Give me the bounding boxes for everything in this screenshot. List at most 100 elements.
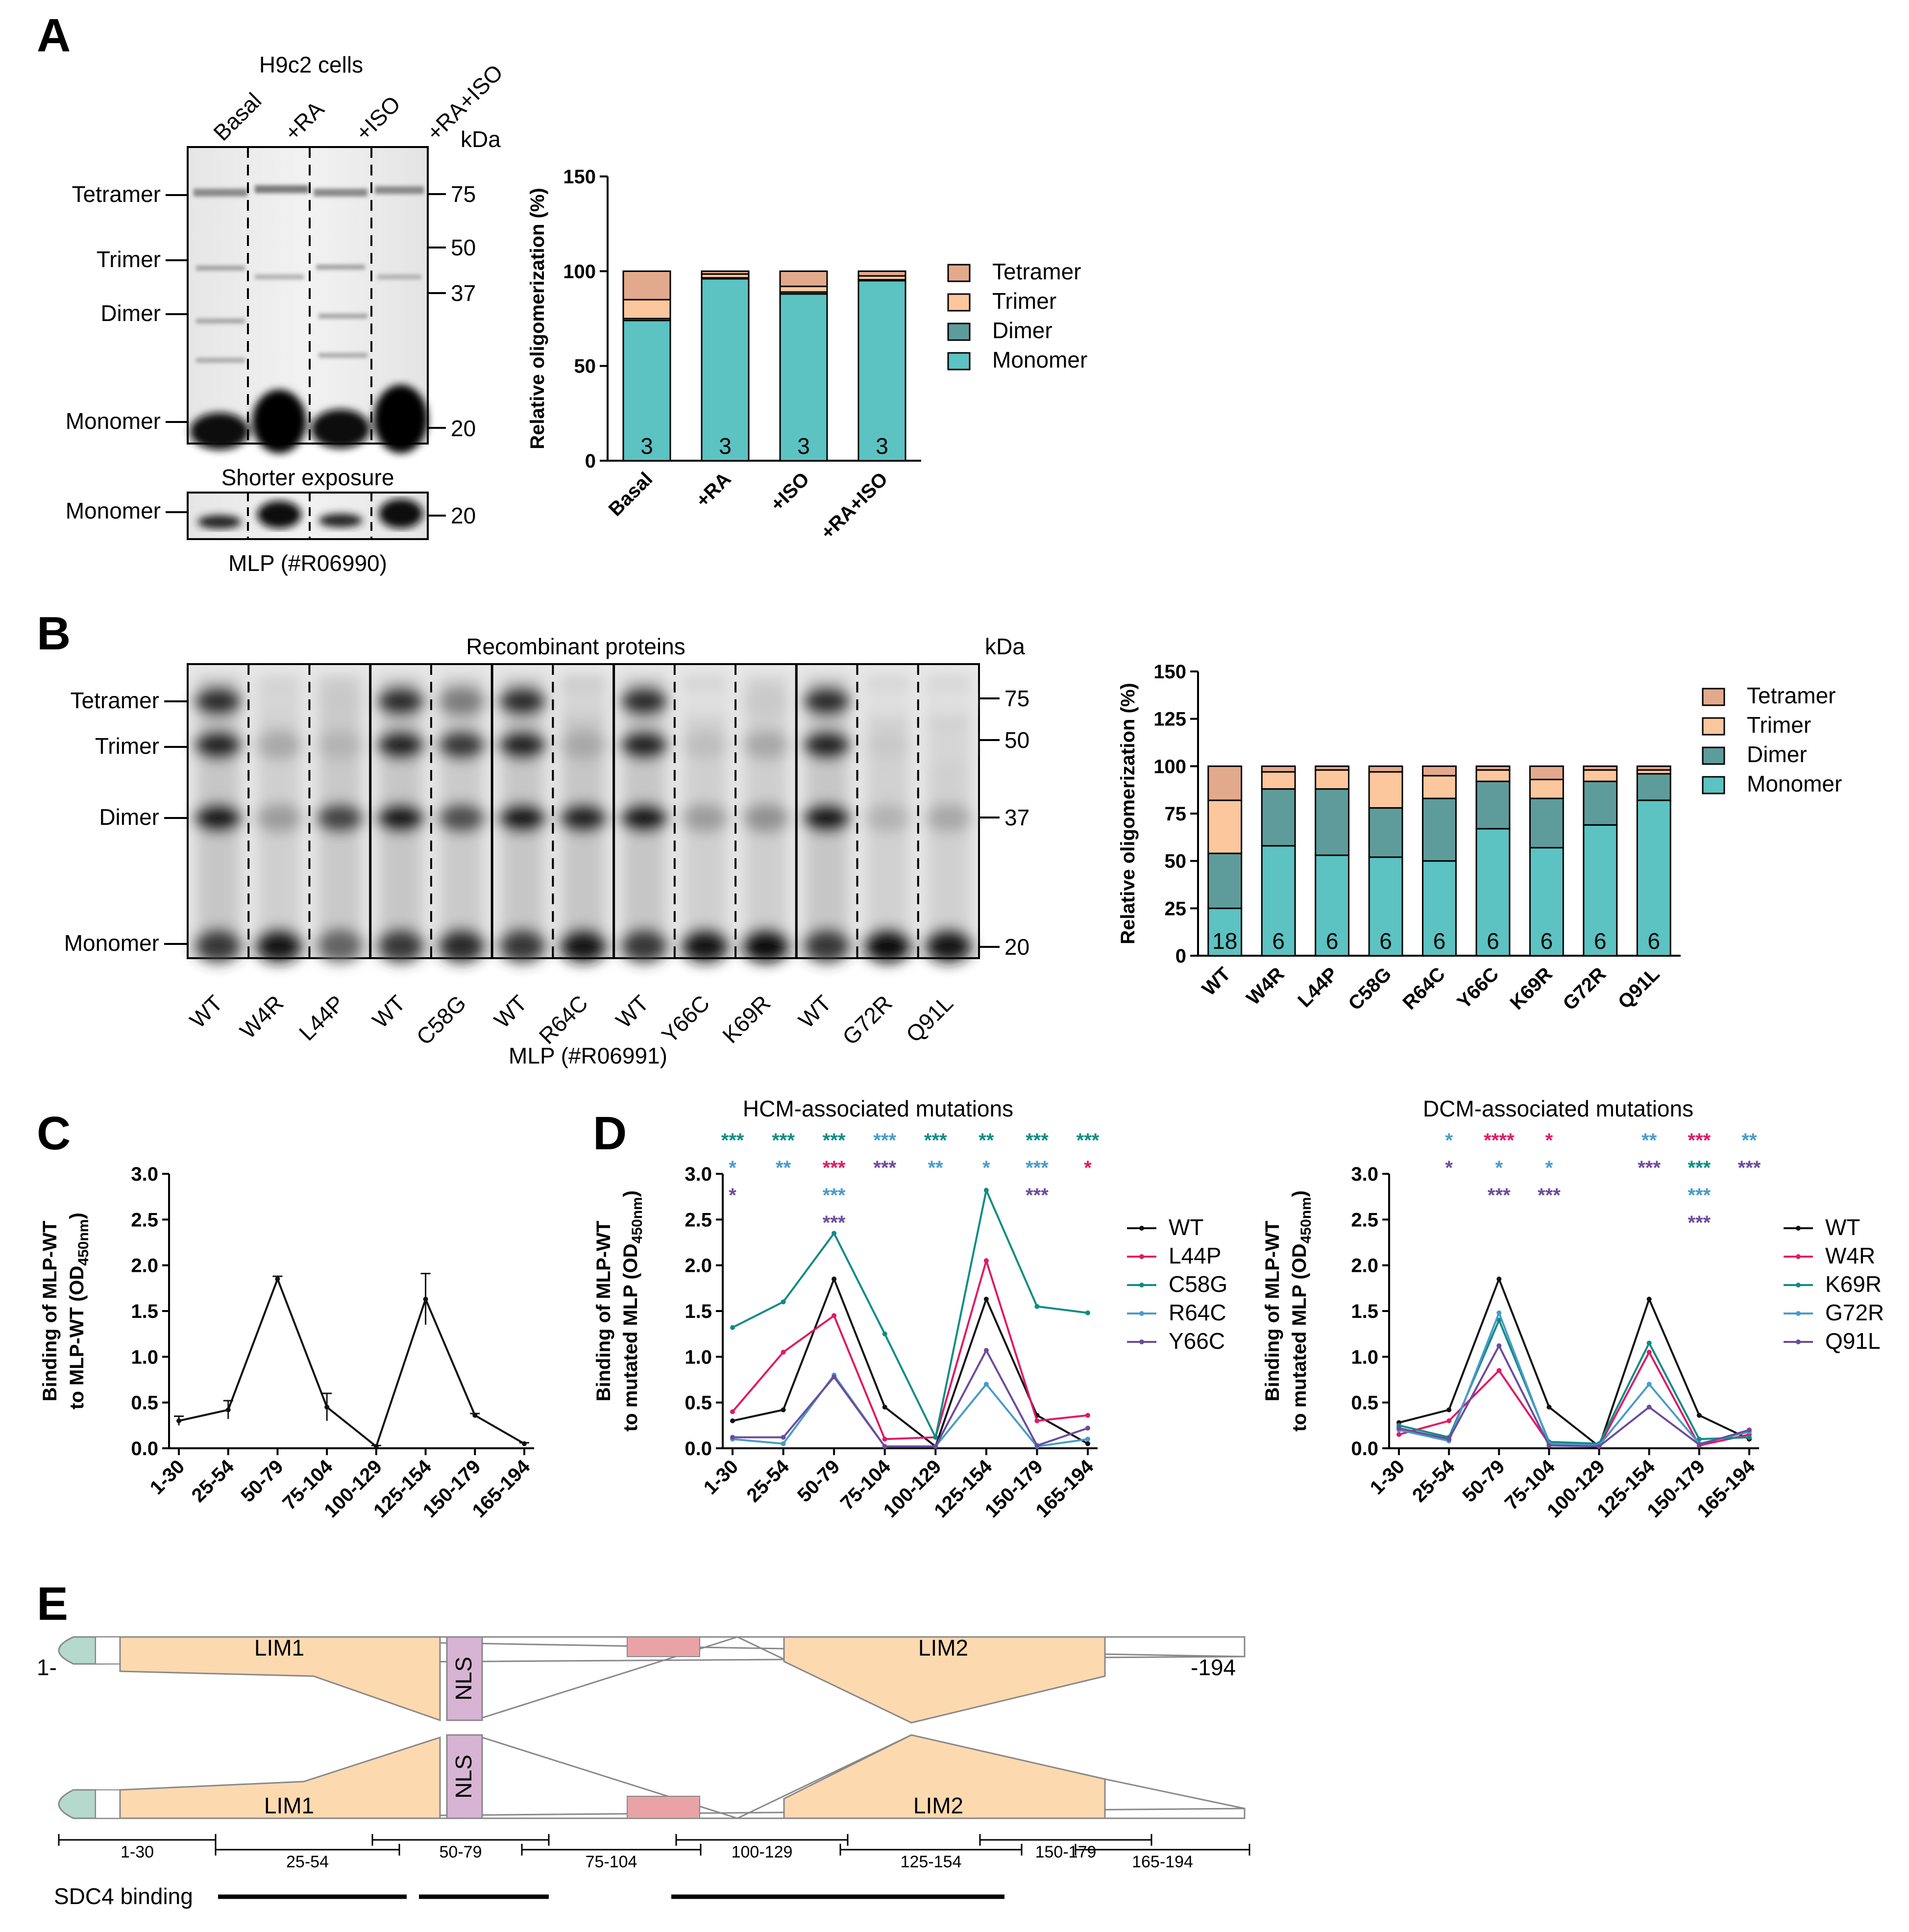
panel-b-lane-label: WT	[611, 990, 653, 1033]
bar-segment-monomer	[1261, 845, 1296, 957]
legend-marker-c58g	[1139, 1283, 1144, 1288]
bar-segment-tetramer	[1261, 765, 1296, 773]
significance-mark: *	[1545, 1157, 1553, 1179]
panel-a-monomer-bands	[190, 385, 428, 453]
panel-b-marker-75: 75	[1004, 686, 1029, 711]
y-tick-label: 2.5	[131, 1209, 158, 1231]
data-point-y66c	[781, 1435, 786, 1440]
bar-segment-monomer	[1529, 847, 1564, 957]
band	[804, 688, 850, 715]
band	[864, 731, 911, 759]
panel-a-antibody: MLP (#R06990)	[228, 550, 387, 576]
bar-segment-dimer	[1261, 788, 1296, 847]
bar-segment-monomer	[1422, 860, 1457, 957]
x-tick-label: R64C	[1398, 963, 1449, 1014]
significance-mark: *	[1545, 1130, 1553, 1151]
band	[438, 688, 485, 715]
bar-segment-trimer	[1529, 778, 1564, 799]
red-region-bottom	[627, 1796, 700, 1819]
y-tick-label: 3.0	[1351, 1164, 1378, 1185]
panel-b-lane-label: Y66C	[657, 990, 714, 1048]
n-terminal-cap-bottom	[58, 1789, 97, 1819]
x-tick-label: L44P	[1294, 963, 1342, 1012]
series-line-wt	[732, 1276, 1088, 1448]
data-point-l44p	[1085, 1412, 1090, 1418]
panel-a-lane-basal: Basal	[208, 88, 266, 146]
significance-mark: ***	[1538, 1185, 1561, 1206]
data-point-k69r	[1747, 1435, 1752, 1440]
peptide-label: 1-30	[121, 1843, 154, 1861]
series-line-l44p	[732, 1257, 1088, 1440]
significance-mark: *	[1084, 1157, 1092, 1179]
lim1-label-bottom: LIM1	[264, 1793, 314, 1818]
y-tick-label: 0.0	[131, 1438, 158, 1460]
legend-marker-wt	[1139, 1226, 1144, 1231]
band	[195, 688, 242, 715]
band	[804, 929, 850, 963]
bar-segment-tetramer	[1583, 765, 1618, 771]
bar-segment-monomer	[857, 280, 906, 462]
panel-a-cells-title: H9c2 cells	[259, 52, 363, 77]
data-point-l44p	[882, 1437, 887, 1442]
band	[499, 929, 546, 963]
band	[377, 804, 424, 832]
panel-a-short-monomer-label: Monomer	[66, 498, 161, 523]
legend-label-r64c: R64C	[1169, 1300, 1226, 1325]
legend-label-l44p: L44P	[1169, 1243, 1221, 1268]
y-tick-label: 1.0	[1351, 1346, 1378, 1368]
n-label: 6	[1433, 928, 1446, 954]
y-tick-label: 3.0	[685, 1164, 712, 1185]
data-point-q91l	[1446, 1437, 1452, 1442]
panel-b-label-tetramer: Tetramer	[71, 688, 159, 713]
panel-a-marker-50: 50	[451, 235, 476, 260]
lim1-domain-bottom	[119, 1736, 441, 1819]
bar-segment-trimer	[1368, 771, 1403, 809]
significance-mark: **	[928, 1157, 944, 1179]
data-point-r64c	[983, 1382, 989, 1387]
y-axis-label-line2: to mutated MLP (OD450nm)	[620, 1190, 645, 1432]
significance-mark: *	[729, 1185, 736, 1206]
x-tick-label: C58G	[1344, 963, 1395, 1015]
data-point-wt	[1085, 1441, 1090, 1446]
data-point-c58g	[882, 1331, 887, 1337]
peptide-label: 125-154	[901, 1853, 962, 1871]
legend-label-q91l: Q91L	[1825, 1328, 1881, 1354]
significance-mark: *	[1445, 1130, 1453, 1151]
data-point-r64c	[1085, 1437, 1090, 1442]
x-tick-label: 165-194	[1031, 1456, 1098, 1522]
data-point-l44p	[781, 1350, 786, 1355]
y-tick-label: 100	[563, 261, 596, 282]
bar-segment-tetramer	[1207, 765, 1243, 801]
n-terminal-cap-top	[58, 1636, 97, 1665]
data-point-l44p	[832, 1313, 837, 1318]
significance-mark: *	[1495, 1157, 1503, 1179]
bar-segment-trimer	[1261, 771, 1296, 790]
band	[438, 929, 485, 963]
legend-marker-q91l	[1796, 1339, 1801, 1344]
data-point-wt	[225, 1407, 231, 1412]
panel-b-lane-label: R64C	[534, 990, 593, 1049]
y-tick-label: 100	[1153, 756, 1186, 777]
y-tick-label: 0.5	[1351, 1392, 1378, 1414]
significance-mark: ***	[1738, 1157, 1761, 1179]
lim2-domain-top	[783, 1636, 1106, 1724]
peptide-label: 150-179	[1035, 1843, 1097, 1861]
data-point-w4r	[1646, 1350, 1652, 1355]
x-tick-label: +RA	[692, 468, 735, 511]
legend-marker-k69r	[1796, 1283, 1801, 1288]
data-point-c58g	[781, 1299, 786, 1305]
n-label: 6	[1647, 928, 1660, 954]
band	[317, 688, 363, 715]
sequence-end-label: -194	[1191, 1655, 1236, 1680]
panel-a-size-markers: 75 50 37 20	[428, 181, 476, 441]
band	[804, 731, 850, 759]
nls-region-top	[446, 1636, 483, 1721]
data-point-c58g	[1085, 1310, 1090, 1315]
panel-a-marker-75: 75	[451, 181, 476, 207]
y-tick-label: 2.0	[685, 1255, 712, 1277]
data-point-c58g	[832, 1231, 837, 1236]
legend-swatch-monomer	[947, 352, 971, 371]
band	[317, 929, 363, 963]
series-line-wt	[178, 1276, 525, 1448]
data-point-wt	[730, 1418, 735, 1423]
